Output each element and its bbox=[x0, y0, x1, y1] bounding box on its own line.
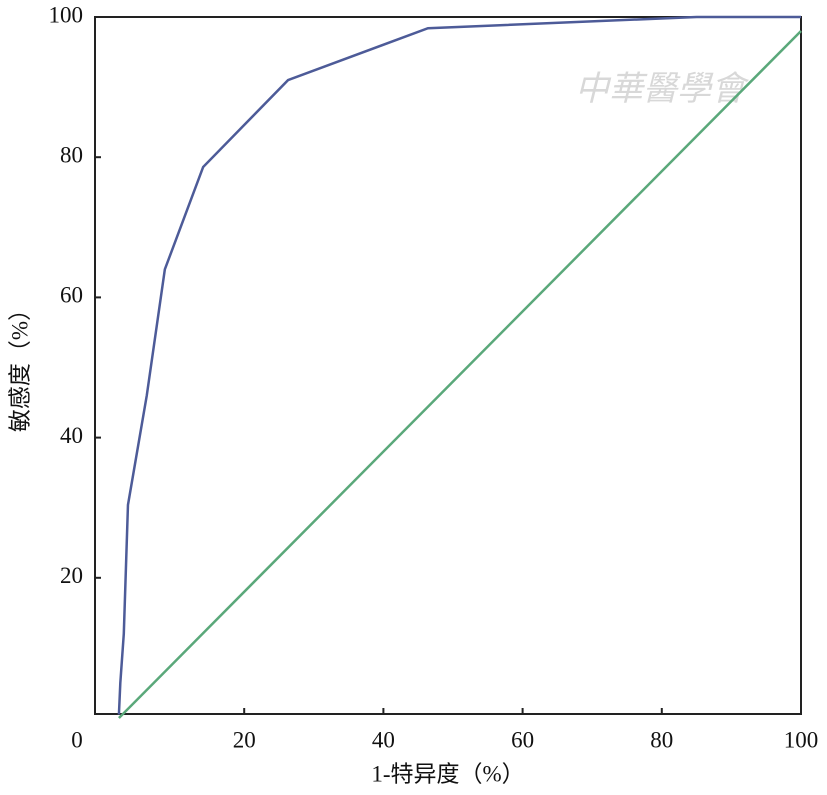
series-line bbox=[118, 30, 802, 719]
x-tick-label: 60 bbox=[511, 727, 534, 752]
x-tick-label: 40 bbox=[372, 727, 395, 752]
y-tick-label: 100 bbox=[49, 2, 84, 27]
x-axis-label: 1-特异度（%） bbox=[371, 761, 524, 786]
y-axis-label: 敏感度（%） bbox=[7, 298, 32, 432]
plot-frame bbox=[94, 16, 802, 715]
y-tick-label: 20 bbox=[60, 563, 83, 588]
y-tick-label: 80 bbox=[60, 142, 83, 167]
series-line bbox=[117, 15, 801, 715]
x-tick-label: 20 bbox=[233, 727, 256, 752]
x-tick-label: 80 bbox=[650, 727, 673, 752]
x-tick-label: 100 bbox=[784, 727, 819, 752]
watermark: 中華醫學會 bbox=[575, 71, 750, 108]
y-tick-label: 60 bbox=[60, 283, 83, 308]
y-tick-label: 40 bbox=[60, 423, 83, 448]
x-tick-label: 0 bbox=[71, 727, 83, 752]
